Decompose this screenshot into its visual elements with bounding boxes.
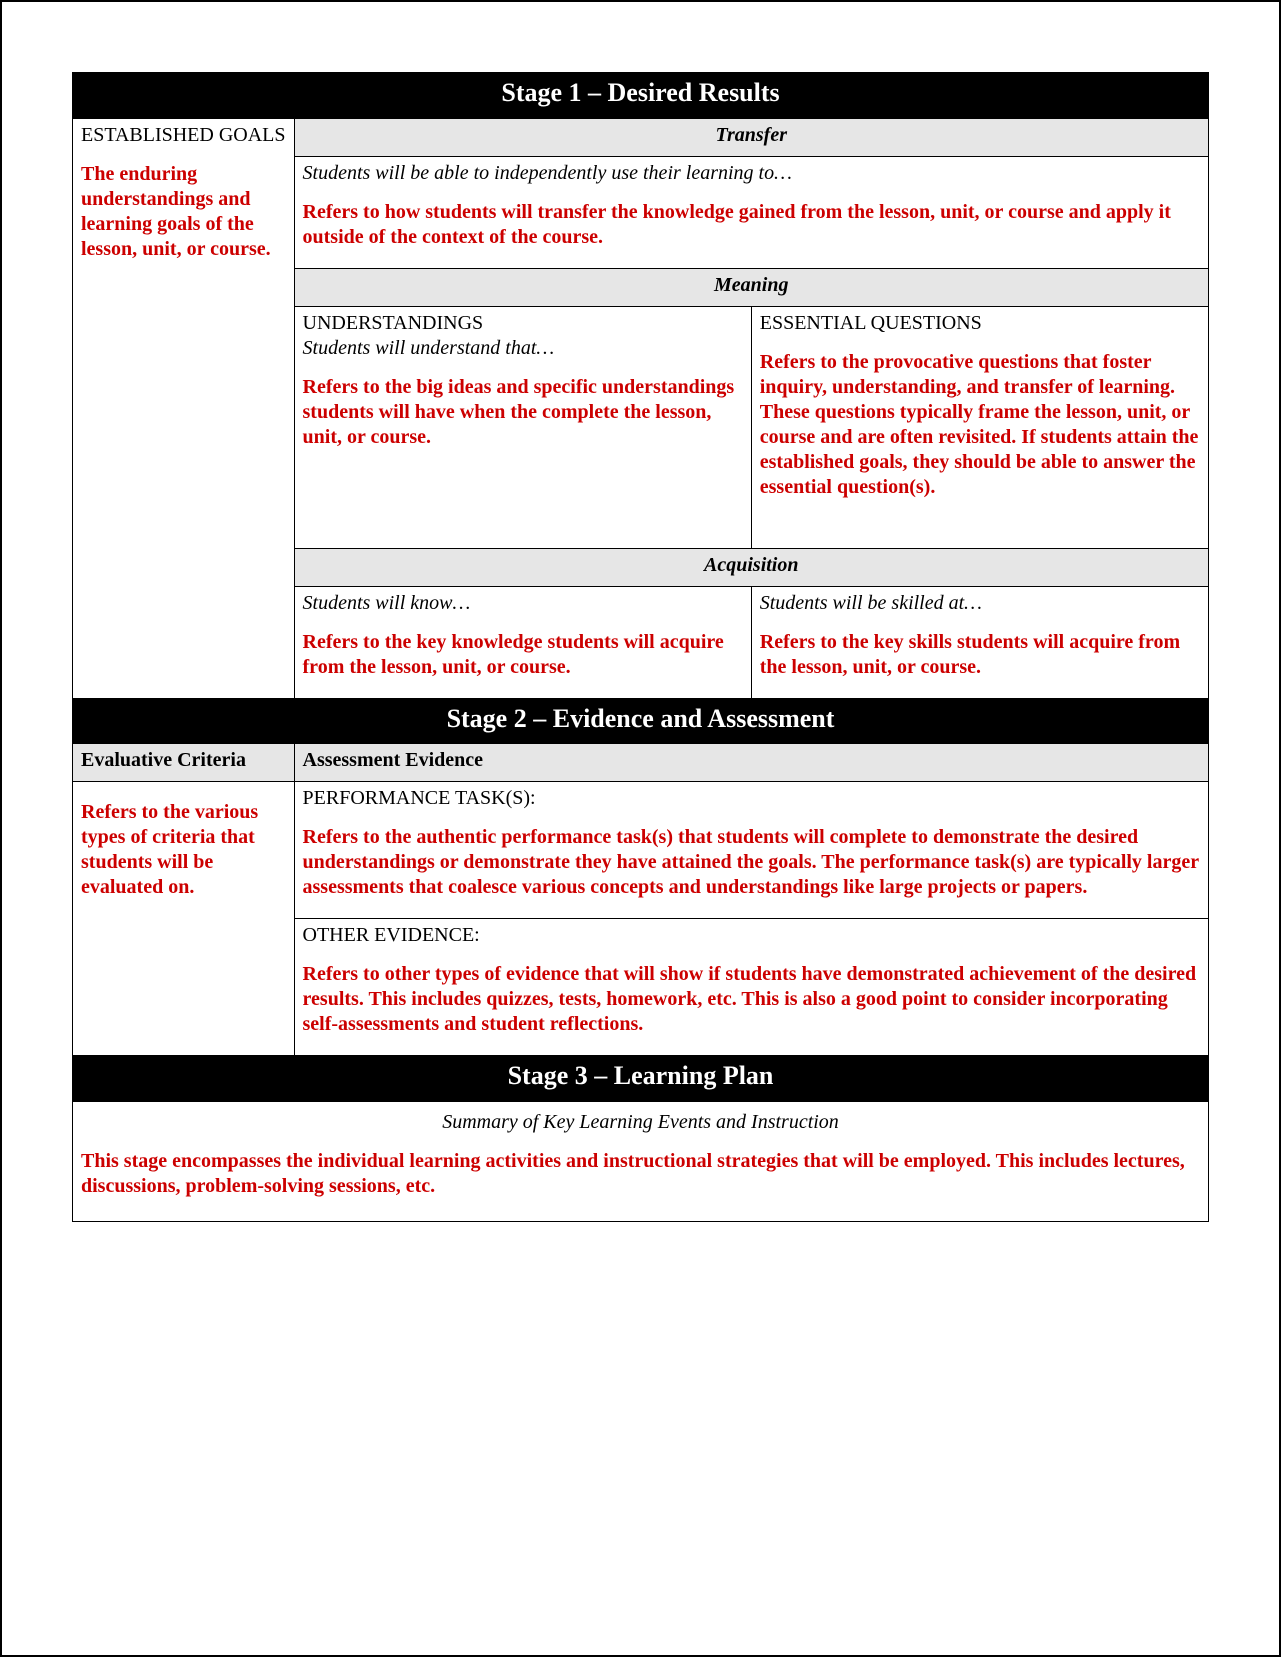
skill-lead: Students will be skilled at…	[760, 591, 1200, 616]
stage3-subtitle: Summary of Key Learning Events and Instr…	[81, 1106, 1200, 1143]
skilled-cell: Students will be skilled at… Refers to t…	[751, 586, 1208, 698]
established-goals-desc: The enduring understandings and learning…	[81, 162, 286, 262]
other-evidence-label: OTHER EVIDENCE:	[303, 923, 1200, 948]
assessment-evidence-header: Assessment Evidence	[294, 744, 1208, 782]
essential-questions-label: ESSENTIAL QUESTIONS	[760, 311, 1200, 336]
evaluative-criteria-cell: Refers to the various types of criteria …	[73, 782, 295, 1056]
acquisition-header: Acquisition	[294, 548, 1208, 586]
ubd-template-table: Stage 1 – Desired Results ESTABLISHED GO…	[72, 72, 1209, 1222]
transfer-header: Transfer	[294, 118, 1208, 156]
understandings-desc: Refers to the big ideas and specific und…	[303, 375, 743, 450]
essential-questions-cell: ESSENTIAL QUESTIONS Refers to the provoc…	[751, 306, 1208, 548]
know-lead: Students will know…	[303, 591, 743, 616]
other-evidence-cell: OTHER EVIDENCE: Refers to other types of…	[294, 919, 1208, 1056]
established-goals-cell: ESTABLISHED GOALS The enduring understan…	[73, 118, 295, 698]
understandings-lead: Students will understand that…	[303, 336, 743, 361]
performance-task-cell: PERFORMANCE TASK(S): Refers to the authe…	[294, 782, 1208, 919]
stage1-header: Stage 1 – Desired Results	[73, 73, 1209, 119]
performance-task-desc: Refers to the authentic performance task…	[303, 825, 1200, 900]
stage2-header: Stage 2 – Evidence and Assessment	[73, 698, 1209, 744]
essential-questions-desc: Refers to the provocative questions that…	[760, 350, 1200, 500]
know-desc: Refers to the key knowledge students wil…	[303, 630, 743, 680]
evaluative-criteria-header: Evaluative Criteria	[73, 744, 295, 782]
performance-task-label: PERFORMANCE TASK(S):	[303, 786, 1200, 811]
skill-desc: Refers to the key skills students will a…	[760, 630, 1200, 680]
stage3-body-cell: Summary of Key Learning Events and Instr…	[73, 1101, 1209, 1221]
established-goals-label: ESTABLISHED GOALS	[81, 123, 286, 148]
page-frame: Stage 1 – Desired Results ESTABLISHED GO…	[0, 0, 1281, 1657]
understandings-label: UNDERSTANDINGS	[303, 311, 743, 336]
evaluative-criteria-desc: Refers to the various types of criteria …	[81, 800, 286, 900]
know-cell: Students will know… Refers to the key kn…	[294, 586, 751, 698]
stage3-desc: This stage encompasses the individual le…	[81, 1149, 1200, 1199]
understandings-cell: UNDERSTANDINGS Students will understand …	[294, 306, 751, 548]
other-evidence-desc: Refers to other types of evidence that w…	[303, 962, 1200, 1037]
transfer-desc: Refers to how students will transfer the…	[303, 200, 1200, 250]
transfer-lead: Students will be able to independently u…	[303, 161, 1200, 186]
transfer-cell: Students will be able to independently u…	[294, 156, 1208, 268]
stage3-header: Stage 3 – Learning Plan	[73, 1056, 1209, 1102]
meaning-header: Meaning	[294, 268, 1208, 306]
